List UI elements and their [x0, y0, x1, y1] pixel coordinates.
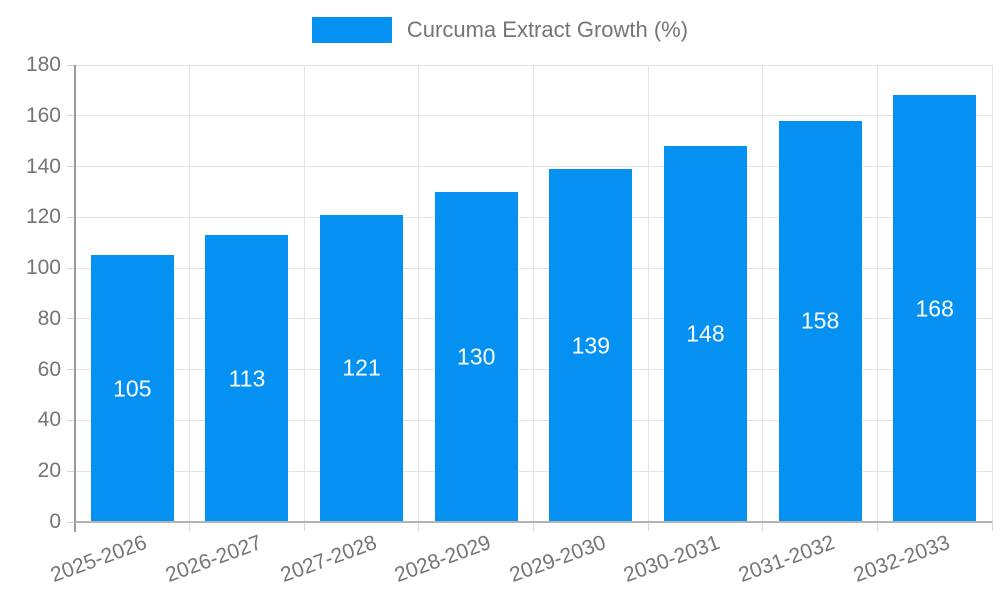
x-axis-category-label: 2031-2032	[735, 531, 838, 587]
bar[interactable]	[549, 169, 632, 522]
x-gridline	[303, 65, 305, 522]
x-axis-tick	[189, 522, 191, 531]
x-gridline	[189, 65, 191, 522]
x-axis-category-label: 2026-2027	[162, 531, 265, 587]
y-axis-tick	[67, 318, 75, 320]
x-gridline	[991, 65, 993, 522]
x-axis-category-label: 2027-2028	[277, 531, 380, 587]
bar-value-label: 158	[800, 307, 840, 334]
y-axis-tick-label: 40	[37, 408, 61, 432]
x-axis-category-label: 2028-2029	[391, 531, 495, 587]
y-axis-tick-label: 60	[37, 357, 61, 381]
bar-value-label: 121	[342, 354, 381, 381]
x-gridline	[876, 65, 878, 522]
bar[interactable]	[664, 146, 747, 522]
x-axis-tick	[647, 522, 649, 531]
x-axis-tick	[303, 522, 305, 531]
y-axis-tick-label: 180	[25, 53, 61, 76]
y-axis-tick	[67, 216, 75, 218]
bar[interactable]	[91, 255, 174, 522]
y-axis-tick-label: 100	[25, 256, 61, 280]
legend-label: Curcuma Extract Growth (%)	[406, 17, 689, 42]
x-axis-tick	[762, 522, 764, 531]
y-axis-tick-label: 20	[37, 459, 61, 483]
x-axis-tick	[991, 522, 993, 531]
x-axis-category-label: 2032-2033	[850, 531, 953, 587]
x-axis-tick	[418, 522, 420, 531]
bar[interactable]	[893, 95, 976, 522]
x-gridline	[647, 65, 649, 522]
bar[interactable]	[320, 214, 403, 522]
y-axis-tick	[67, 166, 75, 168]
bar-value-label: 168	[915, 295, 954, 322]
y-axis-tick-label: 140	[25, 154, 61, 178]
bar-value-label: 130	[457, 343, 496, 370]
x-gridline	[762, 65, 764, 522]
x-axis-category-label: 2030-2031	[621, 531, 724, 587]
y-axis-tick-label: 160	[25, 103, 61, 127]
x-gridline	[533, 65, 534, 522]
y-axis-tick-label: 120	[25, 205, 61, 229]
bar[interactable]	[205, 235, 288, 522]
bar-value-label: 105	[113, 375, 152, 402]
y-axis-tick	[67, 369, 75, 371]
x-gridline	[418, 65, 420, 522]
x-axis-tick	[876, 522, 878, 531]
y-axis-tick	[67, 115, 75, 117]
y-axis-tick	[67, 419, 75, 421]
x-axis-category-label: 2025-2026	[47, 531, 151, 587]
y-axis-tick-label: 0	[49, 510, 61, 533]
bar[interactable]	[779, 120, 862, 522]
y-axis-tick	[67, 64, 75, 66]
y-axis-line	[74, 65, 76, 532]
bar[interactable]	[435, 191, 518, 522]
legend[interactable]: Curcuma Extract Growth (%)	[0, 17, 1000, 43]
y-axis-tick-label: 80	[37, 306, 61, 330]
y-axis-tick	[67, 267, 75, 269]
legend-swatch-icon	[311, 17, 392, 43]
y-axis-tick	[67, 521, 75, 523]
bar-value-label: 139	[571, 332, 610, 359]
x-axis-tick	[533, 522, 534, 531]
bar-value-label: 148	[686, 320, 725, 347]
x-axis-category-label: 2029-2030	[506, 531, 609, 587]
y-axis-tick	[67, 470, 75, 472]
x-axis-line	[75, 521, 992, 523]
bar-value-label: 113	[228, 365, 266, 392]
